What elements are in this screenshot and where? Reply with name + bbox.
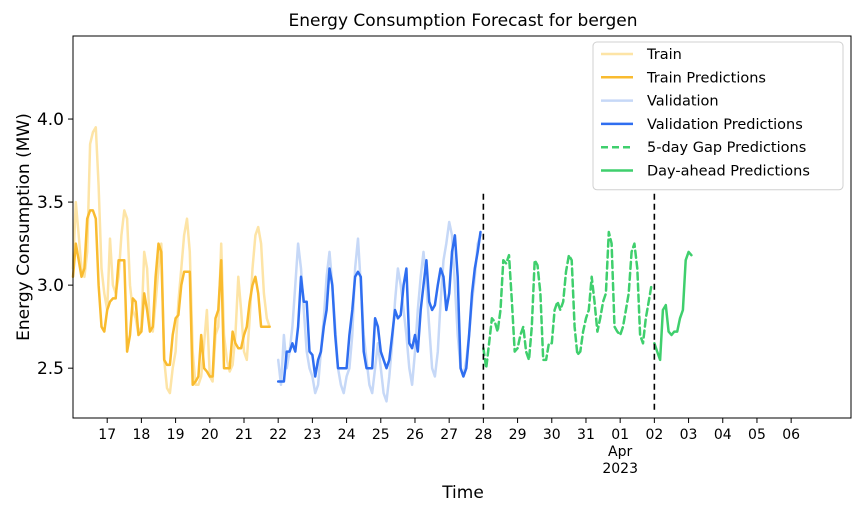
x-tick-label: 02	[645, 427, 663, 443]
series-line-4	[276, 230, 482, 383]
x-tick-label: 06	[782, 427, 800, 443]
y-axis: 2.5 3.0 3.5 4.0	[37, 110, 73, 379]
x-tick-label: 20	[201, 427, 219, 443]
x-tick-sublabel: Apr	[608, 444, 632, 460]
legend-label: Train Predictions	[646, 70, 766, 86]
x-tick-label: 05	[748, 427, 766, 443]
series-layer	[71, 126, 693, 403]
x-tick-label: 18	[132, 427, 150, 443]
y-tick-label: 4.0	[37, 110, 64, 130]
x-tick-label: 17	[98, 427, 116, 443]
series-line-3	[276, 220, 482, 403]
x-tick-label: 21	[235, 427, 253, 443]
legend-box	[592, 41, 844, 191]
legend-label: 5-day Gap Predictions	[647, 140, 806, 156]
series-line-5	[482, 230, 653, 370]
series-line-2	[71, 209, 271, 387]
vline-layer	[482, 193, 656, 410]
y-tick-label: 2.5	[37, 359, 64, 379]
legend-label: Day-ahead Predictions	[647, 164, 810, 180]
legend-label: Validation	[647, 94, 719, 110]
x-tick-label: 04	[714, 427, 732, 443]
x-tick-label: 26	[406, 427, 424, 443]
chart-title: Energy Consumption Forecast for bergen	[289, 11, 638, 31]
x-axis-label: Time	[441, 483, 484, 503]
x-tick-label: 03	[680, 427, 698, 443]
x-tick-label: 19	[167, 427, 185, 443]
x-tick-label: 22	[269, 427, 287, 443]
series-line-6	[653, 250, 693, 362]
y-tick-label: 3.5	[37, 193, 64, 213]
x-tick-label: 30	[543, 427, 561, 443]
x-tick-label: 31	[577, 427, 595, 443]
x-tick-label: 29	[509, 427, 527, 443]
x-tick-label: 27	[440, 427, 458, 443]
legend-label: Train	[646, 47, 682, 63]
plot-frame	[72, 35, 852, 419]
x-tick-label: 25	[372, 427, 390, 443]
y-tick-label: 3.0	[37, 276, 64, 296]
y-axis-label: Energy Consumption (MW)	[14, 113, 34, 341]
x-tick-sublabel: 2023	[602, 461, 638, 477]
legend-label: Validation Predictions	[647, 117, 803, 133]
x-tick-label: 01	[611, 427, 629, 443]
series-line-1	[71, 126, 271, 395]
x-tick-label: 23	[303, 427, 321, 443]
legend: Train Train Predictions Validation Validati…	[592, 41, 844, 191]
x-tick-label: 24	[338, 427, 356, 443]
x-tick-label: 28	[474, 427, 492, 443]
